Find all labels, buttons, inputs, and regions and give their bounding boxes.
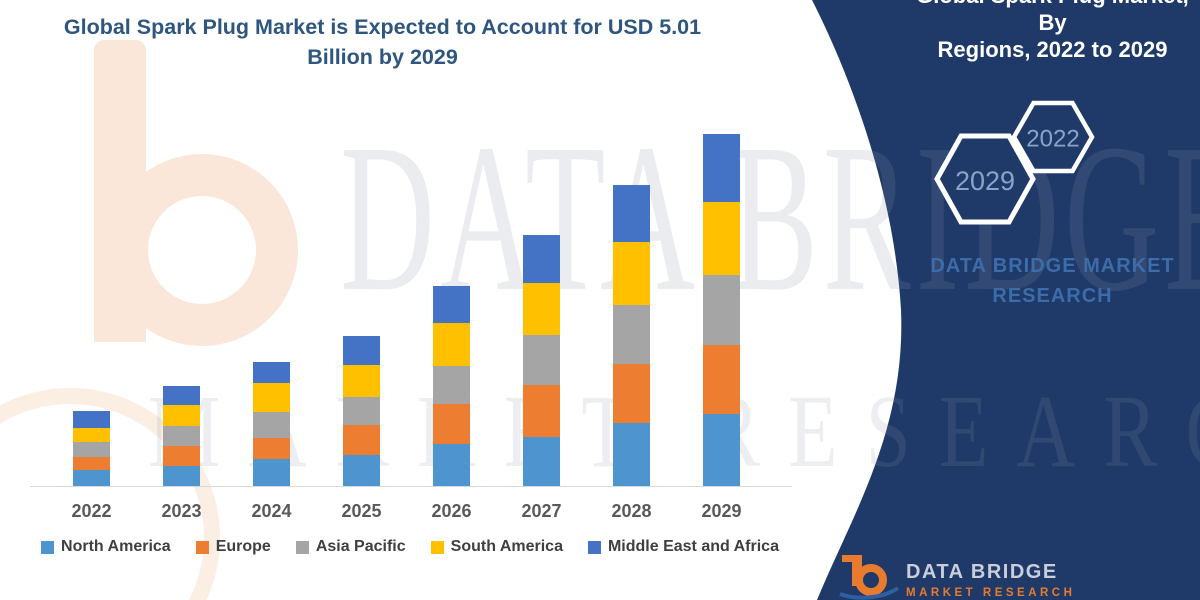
bar-2023-europe bbox=[163, 445, 200, 467]
bar-2026-asia-pacific bbox=[433, 365, 470, 404]
x-label-2026: 2026 bbox=[431, 501, 472, 521]
x-label-2027: 2027 bbox=[521, 501, 562, 521]
legend-label-north-america: North America bbox=[61, 538, 171, 555]
hexagon-2022-label: 2022 bbox=[1026, 126, 1079, 153]
bar-2027-south-america bbox=[523, 282, 560, 335]
bar-2022-europe bbox=[73, 457, 110, 470]
bar-2027-asia-pacific bbox=[523, 334, 560, 385]
chart-title-line2: Billion by 2029 bbox=[307, 45, 458, 69]
bar-2022-middle-east-and-africa bbox=[73, 410, 110, 429]
dbmr-brand-line1: DATA BRIDGE MARKET bbox=[930, 255, 1175, 277]
legend-swatch-north-america bbox=[41, 540, 55, 554]
bar-2029-middle-east-and-africa bbox=[703, 134, 740, 203]
x-label-2022: 2022 bbox=[71, 501, 112, 521]
x-label-2023: 2023 bbox=[161, 501, 202, 521]
x-label-2025: 2025 bbox=[341, 501, 382, 521]
hexagon-2029 bbox=[934, 133, 1036, 225]
bar-2022-asia-pacific bbox=[73, 442, 110, 458]
legend-label-asia-pacific: Asia Pacific bbox=[315, 538, 406, 555]
hexagon-2029-label: 2029 bbox=[955, 166, 1015, 196]
legend-swatch-asia-pacific bbox=[295, 540, 309, 554]
bar-2025-south-america bbox=[343, 365, 380, 397]
bar-2028-north-america bbox=[613, 422, 650, 486]
bar-2028-south-america bbox=[613, 242, 650, 306]
bar-2028-europe bbox=[613, 364, 650, 423]
bar-2023-north-america bbox=[163, 466, 200, 486]
bar-2029-europe bbox=[703, 345, 740, 415]
bar-2024-north-america bbox=[253, 458, 290, 486]
bar-2029-south-america bbox=[703, 202, 740, 275]
bar-2024-middle-east-and-africa bbox=[253, 361, 290, 384]
dbmr-logo-sub: MARKET RESEARCH bbox=[906, 587, 1076, 599]
bar-2027-middle-east-and-africa bbox=[523, 235, 560, 283]
legend-label-south-america: South America bbox=[450, 538, 563, 555]
bar-2023-asia-pacific bbox=[163, 426, 200, 446]
legend-label-middle-east-and-africa: Middle East and Africa bbox=[607, 538, 779, 555]
x-label-2024: 2024 bbox=[251, 501, 292, 521]
legend-item-middle-east-and-africa: Middle East and Africa bbox=[587, 538, 779, 556]
bar-2025-north-america bbox=[343, 455, 380, 486]
bar-2026-south-america bbox=[433, 322, 470, 366]
chart-title: Global Spark Plug Market is Expected to … bbox=[55, 12, 710, 72]
bar-2027-europe bbox=[523, 384, 560, 437]
side-panel-title: Global Spark Plug Market, By Regions, 20… bbox=[905, 0, 1200, 63]
bar-2027-north-america bbox=[523, 436, 560, 486]
side-panel-title-line1: Global Spark Plug Market, By bbox=[916, 0, 1189, 35]
side-band-shape bbox=[812, 0, 1200, 600]
chart-title-line1: Global Spark Plug Market is Expected to … bbox=[63, 15, 702, 39]
bar-2025-europe bbox=[343, 424, 380, 456]
bar-2026-north-america bbox=[433, 443, 470, 486]
bar-2023-south-america bbox=[163, 405, 200, 427]
bar-2024-europe bbox=[253, 437, 290, 459]
dbmr-logo: DATA BRIDGE MARKET RESEARCH bbox=[838, 552, 1075, 600]
bar-2029-north-america bbox=[703, 414, 740, 486]
bar-2026-europe bbox=[433, 403, 470, 444]
legend-item-asia-pacific: Asia Pacific bbox=[295, 538, 406, 556]
dbmr-brand-line2: RESEARCH bbox=[992, 285, 1113, 307]
x-label-2029: 2029 bbox=[701, 501, 742, 521]
legend-item-north-america: North America bbox=[41, 538, 171, 556]
x-label-2028: 2028 bbox=[611, 501, 652, 521]
bar-2028-middle-east-and-africa bbox=[613, 185, 650, 243]
bar-2028-asia-pacific bbox=[613, 305, 650, 365]
legend-swatch-middle-east-and-africa bbox=[587, 540, 601, 554]
bar-2022-south-america bbox=[73, 428, 110, 443]
bar-2024-south-america bbox=[253, 383, 290, 412]
dbmr-logo-text: DATA BRIDGE MARKET RESEARCH bbox=[906, 552, 1075, 599]
bar-2022-north-america bbox=[73, 469, 110, 486]
dbmr-logo-name: DATA BRIDGE bbox=[906, 561, 1058, 583]
legend-swatch-south-america bbox=[430, 540, 444, 554]
side-panel-title-line2: Regions, 2022 to 2029 bbox=[937, 37, 1168, 62]
bar-2029-asia-pacific bbox=[703, 274, 740, 346]
bar-2026-middle-east-and-africa bbox=[433, 285, 470, 323]
bar-2025-asia-pacific bbox=[343, 396, 380, 425]
bar-2025-middle-east-and-africa bbox=[343, 336, 380, 366]
logo-swoosh bbox=[839, 586, 900, 600]
x-axis-line bbox=[30, 486, 792, 487]
legend-item-south-america: South America bbox=[430, 538, 563, 556]
dbmr-logo-b-icon bbox=[839, 555, 900, 600]
bar-2024-asia-pacific bbox=[253, 411, 290, 438]
legend-label-europe: Europe bbox=[215, 538, 271, 555]
chart-legend: North America Europe Asia Pacific South Ame… bbox=[30, 538, 790, 556]
dbmr-brand-text: DATA BRIDGE MARKET RESEARCH bbox=[880, 251, 1200, 311]
hexagon-2022 bbox=[1011, 100, 1095, 174]
